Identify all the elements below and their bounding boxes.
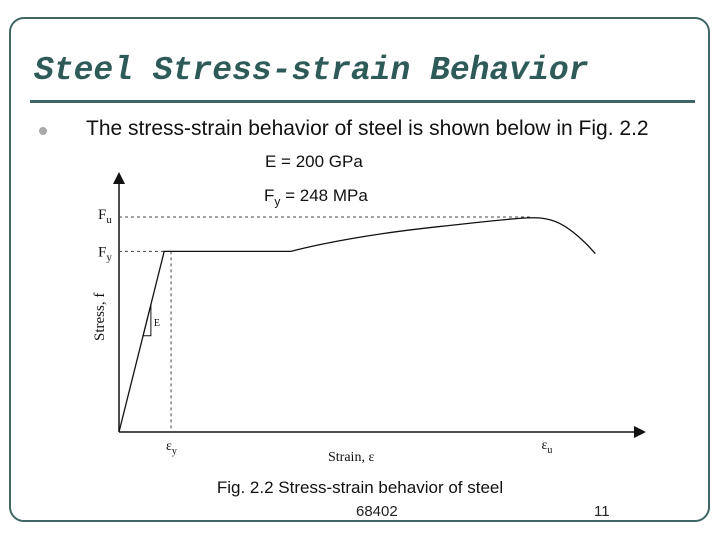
bullet-dot-icon	[39, 127, 47, 135]
modulus-label: E = 200 GPa	[265, 152, 363, 171]
x-tick-label-eu: εu	[541, 438, 552, 456]
slide-title: Steel Stress-strain Behavior	[34, 52, 589, 89]
figure-caption: Fig. 2.2 Stress-strain behavior of steel	[0, 478, 720, 498]
y-tick-label-fu: Fu	[98, 207, 112, 226]
title-underline	[30, 100, 695, 103]
y-tick-label-fy: Fy	[98, 244, 112, 263]
caption-text: Stress-strain behavior of steel	[273, 478, 504, 497]
yield-label-value: = 248 MPa	[280, 186, 368, 205]
y-axis-label: Stress, f	[92, 293, 108, 341]
stress-strain-curve	[118, 217, 596, 433]
x-axis-label: Strain, ε	[328, 450, 374, 465]
caption-prefix: Fig. 2.2	[216, 478, 274, 497]
yield-stress-label: Fy = 248 MPa	[264, 186, 368, 208]
page-number: 11	[594, 503, 610, 520]
slope-label: E	[154, 318, 160, 329]
bullet-text: The stress-strain behavior of steel is s…	[86, 117, 649, 140]
yield-label-sub: y	[274, 194, 281, 209]
x-tick-label-ey: εy	[166, 439, 177, 457]
yield-label-prefix: F	[264, 186, 275, 205]
footer-code: 68402	[356, 503, 398, 520]
